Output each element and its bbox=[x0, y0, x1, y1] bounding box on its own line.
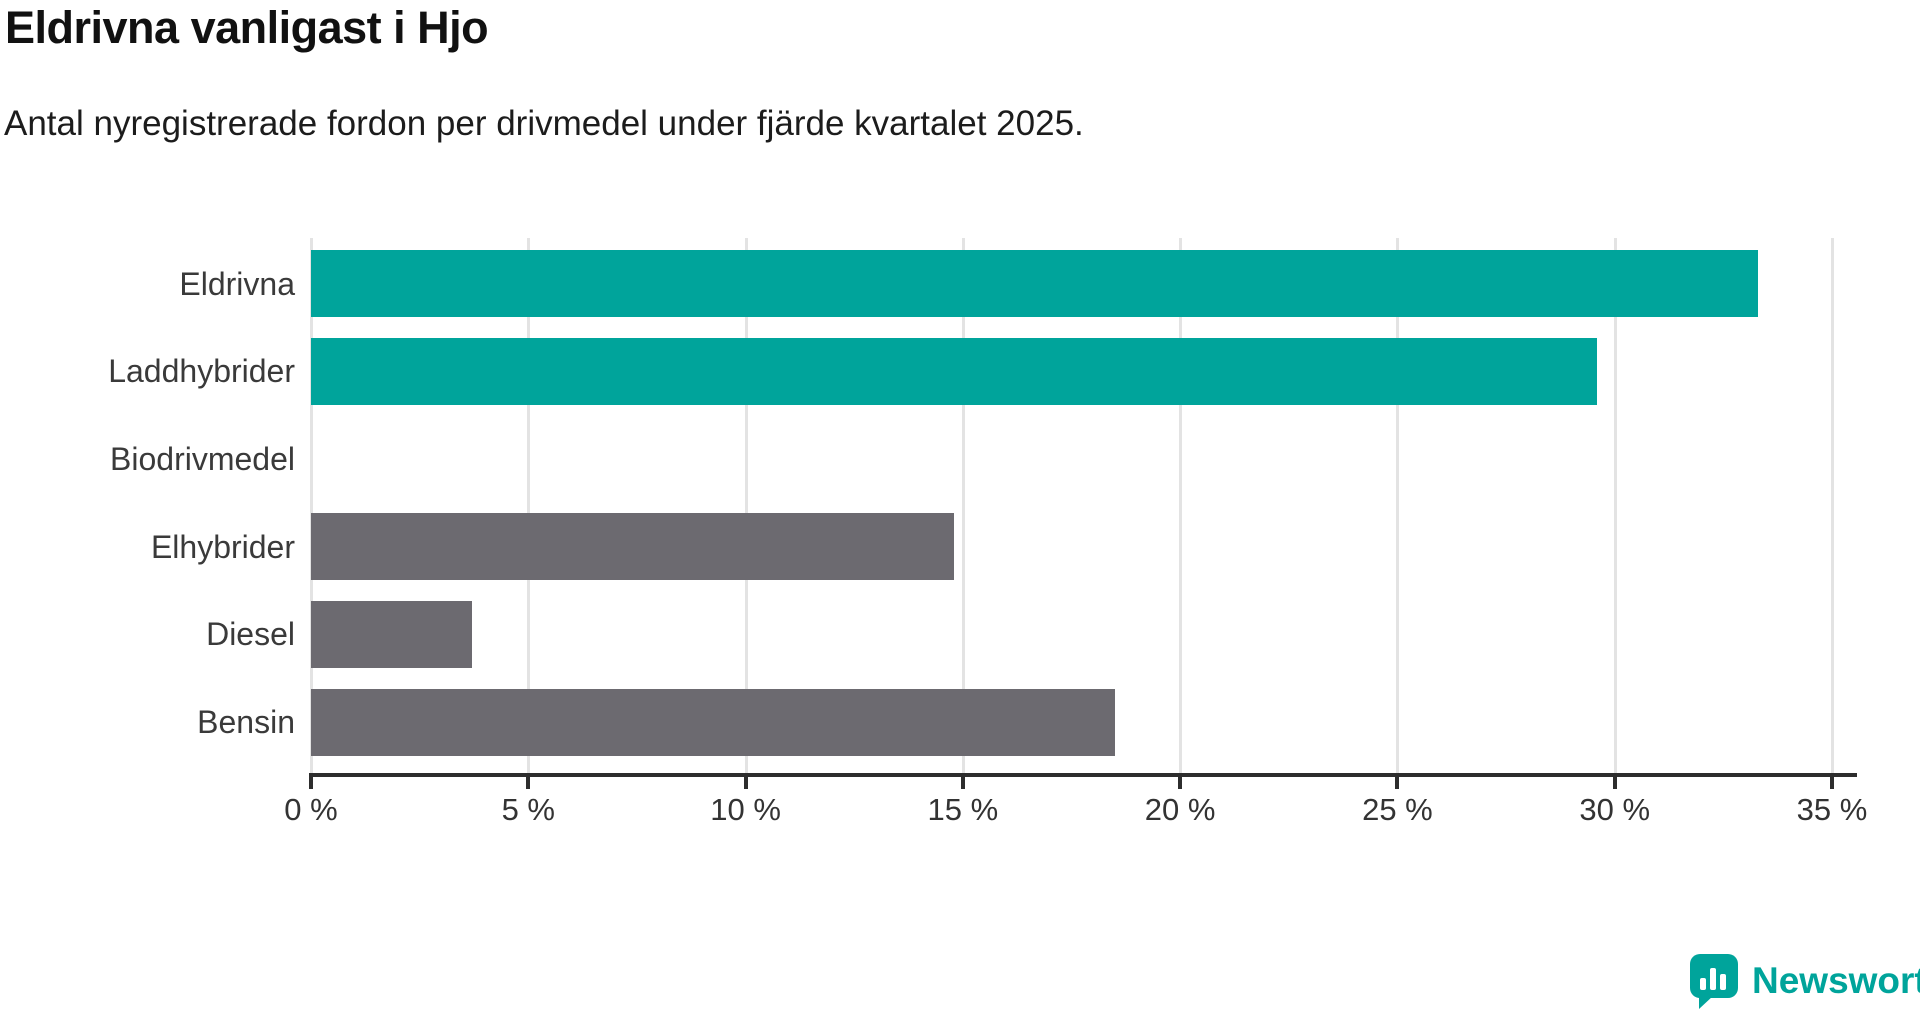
newsworthy-logo-icon bbox=[1690, 954, 1738, 1009]
tick-label-20-percent: 20 % bbox=[1144, 792, 1216, 827]
gridline-20-percent bbox=[1179, 238, 1183, 773]
axis-tick-5-percent bbox=[526, 777, 531, 789]
bar-laddhybrider bbox=[311, 337, 1598, 405]
axis-tick-0-percent bbox=[309, 777, 313, 789]
tick-label-30-percent: 30 % bbox=[1579, 792, 1651, 827]
gridline-10-percent bbox=[744, 238, 748, 773]
axis-tick-20-percent bbox=[1178, 777, 1183, 789]
category-label-laddhybrider: Laddhybrider bbox=[108, 353, 295, 390]
bar-eldrivna bbox=[311, 250, 1759, 317]
chart-title: Eldrivna vanligast i Hjo bbox=[5, 2, 489, 53]
category-label-elhybrider: Elhybrider bbox=[150, 528, 295, 565]
gridline-0-percent bbox=[310, 238, 313, 773]
axis-tick-10-percent bbox=[743, 777, 748, 789]
x-axis-line bbox=[309, 773, 1857, 777]
category-label-biodrivmedel: Biodrivmedel bbox=[110, 440, 295, 477]
tick-label-25-percent: 25 % bbox=[1362, 792, 1433, 827]
bar-bensin bbox=[311, 688, 1115, 756]
category-label-bensin: Bensin bbox=[197, 704, 295, 740]
bar-diesel bbox=[311, 600, 472, 668]
chart-subtitle: Antal nyregistrerade fordon per drivmede… bbox=[4, 104, 1084, 143]
category-label-eldrivna: Eldrivna bbox=[179, 265, 295, 302]
axis-tick-30-percent bbox=[1612, 777, 1617, 789]
tick-label-5-percent: 5 % bbox=[501, 792, 555, 827]
axis-tick-15-percent bbox=[960, 777, 965, 789]
gridline-5-percent bbox=[527, 238, 531, 773]
gridline-30-percent bbox=[1613, 238, 1617, 773]
newsworthy-logo-text: Newsworthy bbox=[1752, 960, 1920, 1001]
bar-elhybrider bbox=[311, 513, 955, 581]
tick-label-15-percent: 15 % bbox=[927, 792, 999, 827]
tick-label-0-percent: 0 % bbox=[284, 792, 338, 827]
axis-tick-25-percent bbox=[1395, 777, 1400, 789]
newsworthy-logo[interactable]: Newsworthy bbox=[1688, 952, 1920, 1010]
gridline-35-percent bbox=[1831, 238, 1834, 773]
gridline-25-percent bbox=[1396, 238, 1400, 773]
tick-label-10-percent: 10 % bbox=[710, 792, 781, 827]
gridline-15-percent bbox=[961, 238, 965, 773]
axis-tick-35-percent bbox=[1830, 777, 1834, 789]
category-label-diesel: Diesel bbox=[206, 616, 295, 653]
tick-label-35-percent: 35 % bbox=[1796, 792, 1868, 827]
